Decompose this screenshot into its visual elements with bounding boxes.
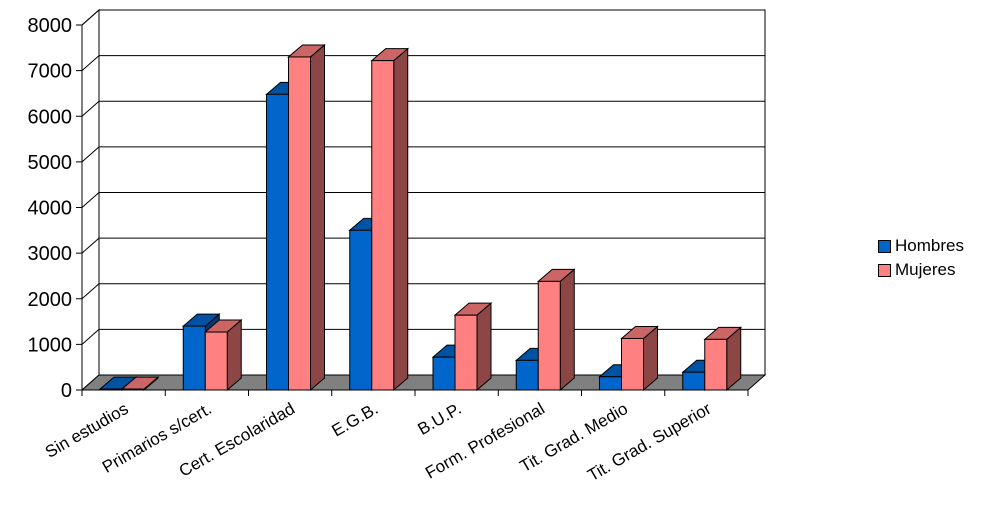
bar-mujeres bbox=[536, 268, 576, 392]
bar-front bbox=[621, 337, 644, 391]
legend-swatch-mujeres bbox=[878, 263, 891, 277]
bar-front bbox=[682, 371, 706, 391]
bar-front bbox=[371, 60, 395, 391]
legend-swatch-hombres bbox=[878, 239, 891, 253]
bar-mujeres bbox=[287, 43, 326, 392]
bar-front bbox=[288, 56, 311, 391]
bar-mujeres bbox=[370, 47, 410, 392]
bar-front bbox=[599, 376, 622, 391]
legend-label-hombres: Hombres bbox=[895, 236, 964, 255]
y-tick-label: 4000 bbox=[28, 198, 73, 220]
bar-front bbox=[704, 338, 728, 391]
y-tick-label: 2000 bbox=[28, 289, 73, 311]
gridline-side bbox=[81, 100, 100, 117]
bar-side bbox=[393, 47, 409, 392]
bar-mujeres bbox=[453, 302, 493, 392]
gridline-side bbox=[81, 283, 100, 300]
bar-mujeres bbox=[203, 318, 243, 392]
y-axis-ticks: 0 1000 2000 3000 4000 5000 6000 7000 8000 bbox=[28, 15, 83, 402]
y-tick-label: 8000 bbox=[28, 15, 73, 37]
bar-front bbox=[515, 359, 539, 391]
bar-front bbox=[537, 280, 561, 391]
x-tick-label: B.U.P. bbox=[414, 399, 464, 439]
gridline-side bbox=[81, 237, 100, 254]
bar-mujeres bbox=[620, 325, 659, 392]
y-tick-label: 1000 bbox=[28, 334, 73, 356]
y-tick-label: 0 bbox=[61, 380, 72, 402]
legend-label-mujeres: Mujeres bbox=[895, 260, 956, 279]
gridline-side bbox=[81, 329, 100, 345]
x-tick-label: E.G.B. bbox=[329, 399, 382, 440]
gridline-side bbox=[81, 146, 100, 163]
bar-front bbox=[432, 356, 456, 391]
legend-item-hombres: Hombres bbox=[878, 234, 985, 258]
bar-front bbox=[204, 331, 228, 391]
bar-side bbox=[310, 43, 325, 392]
bar-front bbox=[266, 93, 289, 391]
legend-item-mujeres: Mujeres bbox=[878, 258, 985, 282]
bar-front bbox=[349, 229, 373, 391]
gridline-side bbox=[81, 9, 100, 26]
gridline-side bbox=[81, 55, 100, 71]
gridlines bbox=[81, 9, 765, 345]
y-tick-label: 7000 bbox=[28, 61, 73, 83]
bar-mujeres bbox=[703, 326, 743, 392]
y-tick-label: 5000 bbox=[28, 152, 73, 174]
bars bbox=[98, 43, 743, 392]
legend: Hombres Mujeres bbox=[878, 234, 985, 282]
bar-front bbox=[182, 325, 206, 391]
bar-front bbox=[454, 314, 478, 391]
y-tick-label: 3000 bbox=[28, 243, 73, 265]
bar-side bbox=[559, 268, 575, 392]
y-tick-label: 6000 bbox=[28, 106, 73, 128]
bar-mujeres bbox=[120, 376, 160, 392]
bar-side bbox=[476, 302, 492, 392]
gridline-side bbox=[81, 192, 100, 208]
